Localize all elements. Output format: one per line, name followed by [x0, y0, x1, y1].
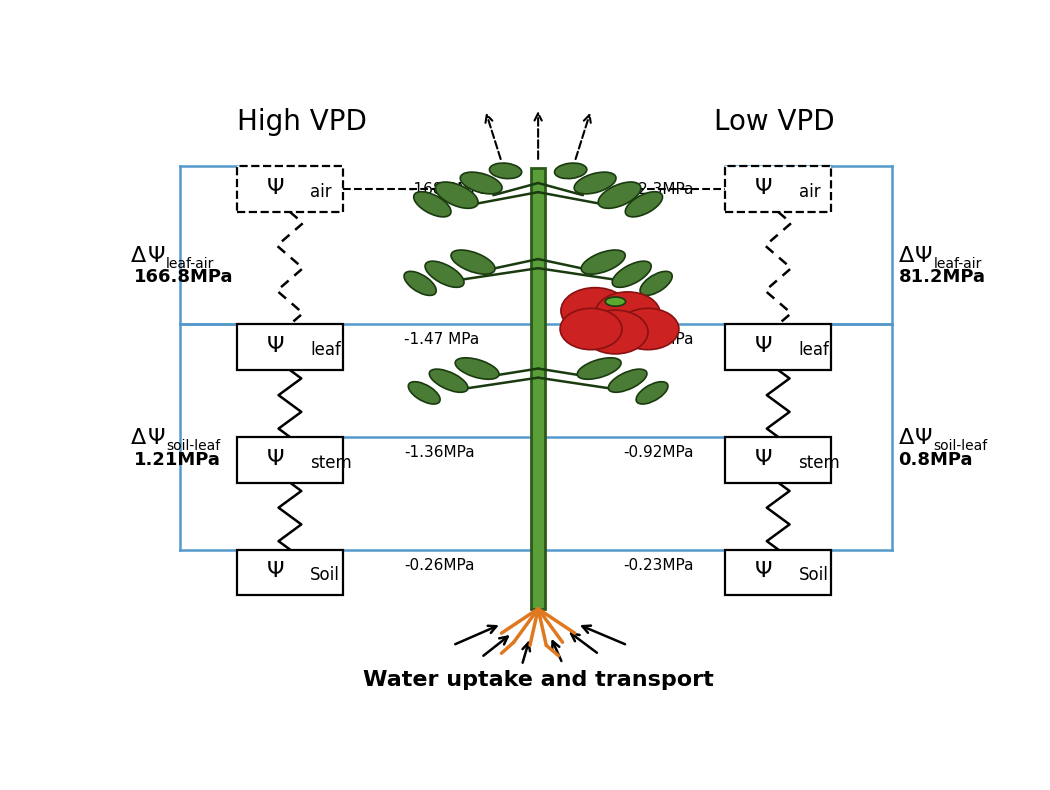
Text: -0.92MPa: -0.92MPa — [624, 445, 694, 460]
Text: Ψ: Ψ — [755, 449, 773, 468]
Ellipse shape — [612, 261, 651, 288]
Text: Soil: Soil — [799, 566, 828, 585]
Ellipse shape — [489, 163, 522, 179]
Text: Water uptake and transport: Water uptake and transport — [362, 670, 714, 690]
Ellipse shape — [460, 172, 502, 194]
Text: Ψ: Ψ — [915, 246, 932, 266]
FancyBboxPatch shape — [237, 166, 343, 212]
Ellipse shape — [561, 288, 629, 334]
FancyBboxPatch shape — [237, 325, 343, 370]
Ellipse shape — [640, 271, 672, 295]
Text: Ψ: Ψ — [267, 178, 285, 198]
Text: leaf: leaf — [311, 341, 341, 359]
Text: Ψ: Ψ — [267, 336, 285, 356]
Text: soil-leaf: soil-leaf — [166, 439, 220, 453]
Text: Ψ: Ψ — [755, 561, 773, 581]
Ellipse shape — [578, 358, 622, 379]
Text: Δ: Δ — [131, 246, 147, 266]
Ellipse shape — [436, 182, 478, 209]
Ellipse shape — [560, 308, 622, 350]
FancyBboxPatch shape — [726, 325, 832, 370]
Text: stem: stem — [311, 453, 352, 472]
Text: air: air — [799, 183, 820, 201]
Text: Ψ: Ψ — [147, 246, 165, 266]
Ellipse shape — [404, 271, 436, 295]
FancyBboxPatch shape — [237, 550, 343, 595]
Ellipse shape — [408, 382, 440, 404]
Ellipse shape — [425, 261, 464, 288]
Text: leaf: leaf — [799, 341, 830, 359]
Ellipse shape — [598, 182, 640, 209]
Text: -1.47 MPa: -1.47 MPa — [404, 333, 479, 348]
Ellipse shape — [429, 369, 468, 393]
Text: air: air — [311, 183, 332, 201]
Ellipse shape — [608, 369, 647, 393]
Ellipse shape — [617, 308, 679, 350]
Text: Ψ: Ψ — [915, 428, 932, 449]
Ellipse shape — [595, 292, 660, 336]
Ellipse shape — [583, 310, 648, 354]
Text: Ψ: Ψ — [267, 449, 285, 468]
Ellipse shape — [582, 250, 625, 274]
Ellipse shape — [554, 163, 587, 179]
FancyBboxPatch shape — [726, 166, 832, 212]
Text: Ψ: Ψ — [755, 336, 773, 356]
Text: leaf-air: leaf-air — [933, 257, 982, 271]
FancyBboxPatch shape — [237, 437, 343, 483]
Ellipse shape — [414, 192, 452, 217]
Text: leaf-air: leaf-air — [166, 257, 214, 271]
Text: Soil: Soil — [311, 566, 340, 585]
Ellipse shape — [452, 250, 495, 274]
Text: Δ: Δ — [899, 246, 914, 266]
Text: 0.8MPa: 0.8MPa — [899, 451, 973, 468]
Ellipse shape — [605, 297, 626, 307]
Ellipse shape — [625, 192, 663, 217]
Text: -0.23MPa: -0.23MPa — [624, 558, 694, 573]
Text: stem: stem — [799, 453, 840, 472]
Text: 166.8MPa: 166.8MPa — [133, 269, 233, 286]
Text: -1.36MPa: -1.36MPa — [404, 445, 475, 460]
Text: Low VPD: Low VPD — [714, 108, 835, 136]
Text: High VPD: High VPD — [237, 108, 368, 136]
FancyBboxPatch shape — [531, 167, 545, 609]
Text: 1.21MPa: 1.21MPa — [133, 451, 220, 468]
Text: Ψ: Ψ — [755, 178, 773, 198]
FancyBboxPatch shape — [726, 550, 832, 595]
Text: Δ: Δ — [899, 428, 914, 449]
Text: Ψ: Ψ — [147, 428, 165, 449]
Text: 81.2MPa: 81.2MPa — [899, 269, 986, 286]
FancyBboxPatch shape — [726, 437, 832, 483]
Text: -1.03MPa: -1.03MPa — [624, 333, 694, 348]
Ellipse shape — [636, 382, 668, 404]
Text: -0.26MPa: -0.26MPa — [404, 558, 475, 573]
Ellipse shape — [455, 358, 499, 379]
Text: Δ: Δ — [131, 428, 147, 449]
Ellipse shape — [574, 172, 616, 194]
Text: soil-leaf: soil-leaf — [933, 439, 988, 453]
Text: -82.3MPa: -82.3MPa — [624, 182, 694, 197]
Text: Ψ: Ψ — [267, 561, 285, 581]
Text: -168.3MPa: -168.3MPa — [407, 182, 488, 197]
